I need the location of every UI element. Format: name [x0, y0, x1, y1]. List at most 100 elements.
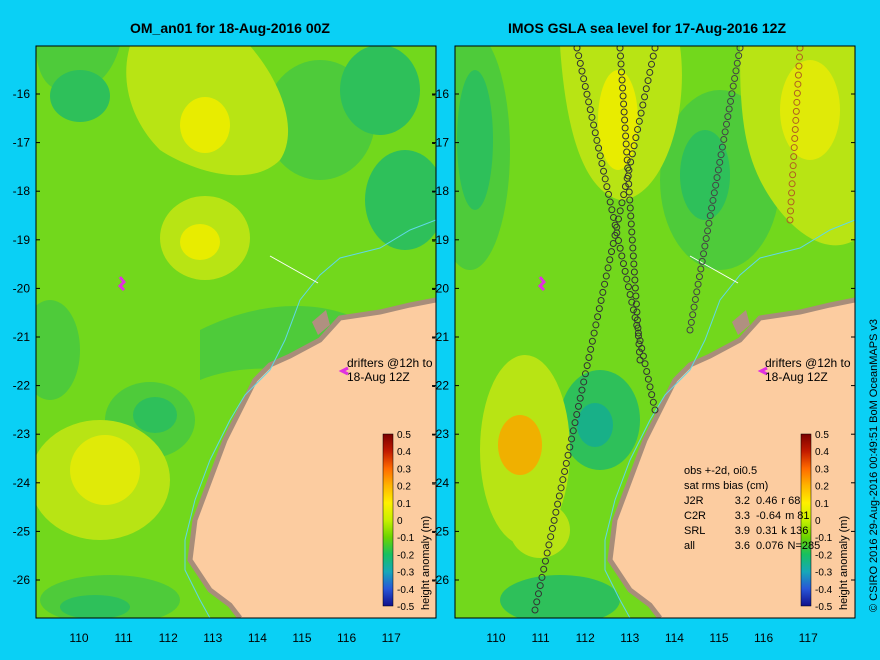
altimeter-obs-point [717, 151, 725, 159]
colorbar-axis-label-right: height anomaly (m) [838, 515, 850, 610]
altimeter-obs-point [604, 264, 612, 272]
lon-tick-label: 112 [576, 631, 595, 645]
lon-tick-label: 114 [665, 631, 684, 645]
altimeter-obs-point [637, 109, 645, 117]
altimeter-obs-point [534, 590, 542, 598]
altimeter-obs-point [691, 296, 699, 304]
altimeter-obs-point [611, 231, 619, 239]
altimeter-obs-point [609, 239, 617, 247]
altimeter-obs-point [618, 68, 626, 76]
lat-tick-label: -24 [13, 476, 31, 490]
altimeter-obs-point [588, 337, 596, 345]
obs-stats: obs +-2d, oi0.5 sat rms bias (cm) J2R 3.2… [684, 464, 820, 554]
altimeter-obs-point [636, 337, 644, 345]
altimeter-obs-point [627, 220, 635, 228]
altimeter-obs-point [547, 533, 555, 541]
altimeter-obs-point [710, 189, 718, 197]
lat-tick-label: -19 [432, 233, 450, 247]
colorbar-tick-label: -0.3 [815, 568, 833, 579]
colorbar-tick-label: 0.5 [397, 430, 411, 441]
altimeter-obs-point [630, 268, 638, 276]
altimeter-obs-point [631, 276, 639, 284]
lon-tick-label: 112 [159, 631, 178, 645]
altimeter-obs-point [533, 598, 541, 606]
altimeter-obs-point [540, 565, 548, 573]
altimeter-obs-point [602, 272, 610, 280]
altimeter-obs-point [642, 85, 650, 93]
altimeter-obs-point [583, 90, 591, 98]
altimeter-obs-point [716, 158, 724, 166]
altimeter-obs-point [583, 362, 591, 370]
obs-rms: 3.3 [734, 510, 750, 522]
altimeter-obs-point [625, 180, 633, 188]
altimeter-tracks [531, 46, 804, 614]
altimeter-obs-point [621, 124, 629, 132]
altimeter-obs-point [627, 158, 635, 166]
altimeter-obs-point [633, 308, 641, 316]
altimeter-obs-point [622, 132, 630, 140]
anomaly-patch-low [50, 70, 110, 122]
colorbar-tick-label: -0.4 [397, 585, 415, 596]
altimeter-obs-point [624, 283, 632, 291]
altimeter-obs-point [633, 316, 641, 324]
colorbar-tick-label: -0.2 [397, 550, 415, 561]
colorbar-tick-label: 0 [815, 516, 821, 527]
colorbar-tick-label: 0.3 [397, 464, 411, 475]
altimeter-obs-point [708, 204, 716, 212]
altimeter-obs-point [629, 252, 637, 260]
altimeter-obs-point [619, 260, 627, 268]
drifter-note-line: drifters @12h to [765, 356, 851, 370]
altimeter-obs-point [795, 62, 803, 70]
altimeter-obs-point [641, 360, 649, 368]
obs-bias: -0.64 [756, 510, 782, 522]
obs-rms: 3.6 [734, 540, 750, 552]
lat-tick-label: -18 [13, 184, 31, 198]
colorbar-axis-label-left: height anomaly (m) [420, 515, 432, 610]
altimeter-obs-point [575, 52, 583, 60]
altimeter-obs-point [599, 288, 607, 296]
left-map[interactable] [20, 45, 445, 625]
land-mass [190, 300, 436, 618]
colorbar-left [382, 433, 394, 607]
altimeter-obs-point [580, 378, 588, 386]
altimeter-obs-point [628, 228, 636, 236]
altimeter-obs-point [634, 332, 642, 340]
colorbar-labels: 0.5 0.5 0.4 0.4 0.3 0.3 0.2 0.2 0.1 0.1 0 0 -0.1 -0.1… [397, 430, 833, 613]
altimeter-obs-point [705, 219, 713, 227]
lat-tick-label: -23 [432, 427, 450, 441]
altimeter-obs-point [702, 235, 710, 243]
altimeter-obs-point [704, 227, 712, 235]
altimeter-obs-point [630, 260, 638, 268]
colorbar-tick-label: 0.1 [397, 499, 411, 510]
altimeter-obs-point [698, 257, 706, 265]
altimeter-obs-point [713, 174, 721, 182]
altimeter-obs-point [728, 90, 736, 98]
colorbar-tick-label: -0.3 [397, 568, 415, 579]
lon-tick-label: 116 [754, 631, 773, 645]
colorbar-tick-label: 0.4 [397, 447, 411, 458]
altimeter-obs-point [706, 212, 714, 220]
right-drifter-note: drifters @12h to 18-Aug 12Z [765, 356, 851, 384]
colorbar-tick-label: -0.1 [397, 533, 415, 544]
altimeter-obs-point [593, 136, 601, 144]
obs-sat: J2R [684, 495, 704, 507]
altimeter-obs-point [651, 46, 659, 52]
altimeter-obs-point [621, 267, 629, 275]
altimeter-obs-point [619, 84, 627, 92]
altimeter-obs-point [632, 292, 640, 300]
altimeter-obs-point [643, 367, 651, 375]
right-map[interactable] [430, 30, 855, 625]
anomaly-patch-high [498, 415, 542, 475]
altimeter-obs-point [573, 46, 581, 52]
lon-tick-label: 110 [486, 631, 505, 645]
altimeter-obs-point [651, 406, 659, 414]
altimeter-obs-point [573, 411, 581, 419]
island [732, 310, 750, 335]
altimeter-obs-point [601, 280, 609, 288]
altimeter-obs-point [614, 215, 622, 223]
altimeter-obs-point [793, 98, 801, 106]
lon-tick-label: 111 [531, 631, 550, 645]
altimeter-obs-point [644, 77, 652, 85]
anomaly-patch-low [500, 575, 620, 618]
altimeter-obs-point [635, 117, 643, 125]
